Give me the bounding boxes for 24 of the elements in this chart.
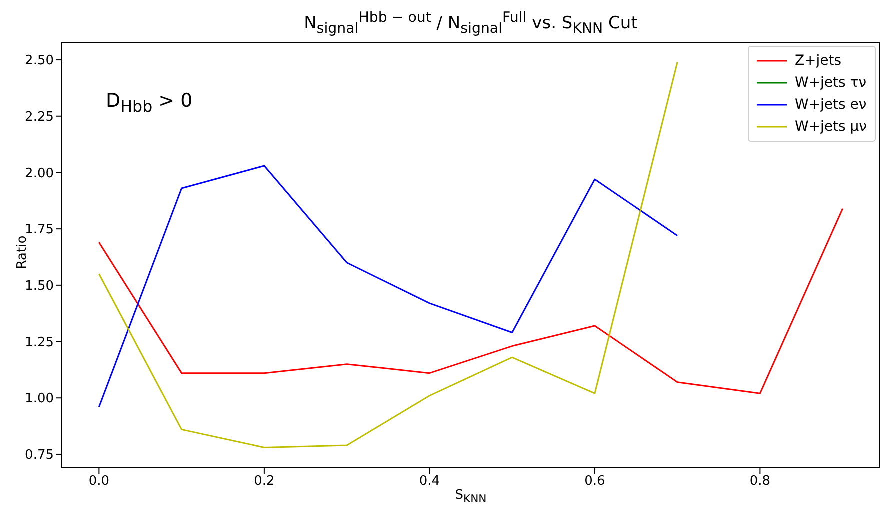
y-tick-label: 1.50 [25, 279, 54, 294]
x-axis-title: S$_{KNN}$ [454, 488, 488, 506]
y-axis-title: Ratio [15, 236, 30, 270]
line-series [98, 208, 844, 394]
y-tick-label: 1.00 [25, 392, 54, 407]
y-tick-label: 2.00 [25, 166, 54, 182]
y-tick-label: 1.25 [25, 335, 54, 350]
legend-label: Z+jets [794, 53, 842, 69]
line-series [98, 165, 678, 408]
x-tick-label: 0.8 [750, 474, 771, 490]
x-tick-label: 0.2 [254, 474, 275, 490]
x-tick-label: 0.4 [419, 474, 440, 490]
y-tick-label: 2.50 [25, 54, 54, 69]
line-series [98, 62, 678, 448]
chart-title: N$_{signal}$$^{Hbb − out}$ / N$_{signal}$$^{Full}$ vs. S$_{KNN}$ Cut [304, 10, 638, 38]
legend-label: W+jets μν [794, 119, 867, 135]
x-tick-label: 0.6 [584, 474, 606, 490]
legend-label: W+jets τν [794, 75, 867, 91]
x-tick-label: 0.0 [88, 474, 110, 490]
y-tick-label: 0.75 [25, 448, 54, 464]
legend-label: W+jets eν [794, 97, 867, 113]
y-tick-label: 2.25 [25, 110, 54, 125]
y-tick-label: 1.75 [25, 222, 54, 238]
annotation: D$_{Hbb}$ > 0 [106, 90, 193, 116]
